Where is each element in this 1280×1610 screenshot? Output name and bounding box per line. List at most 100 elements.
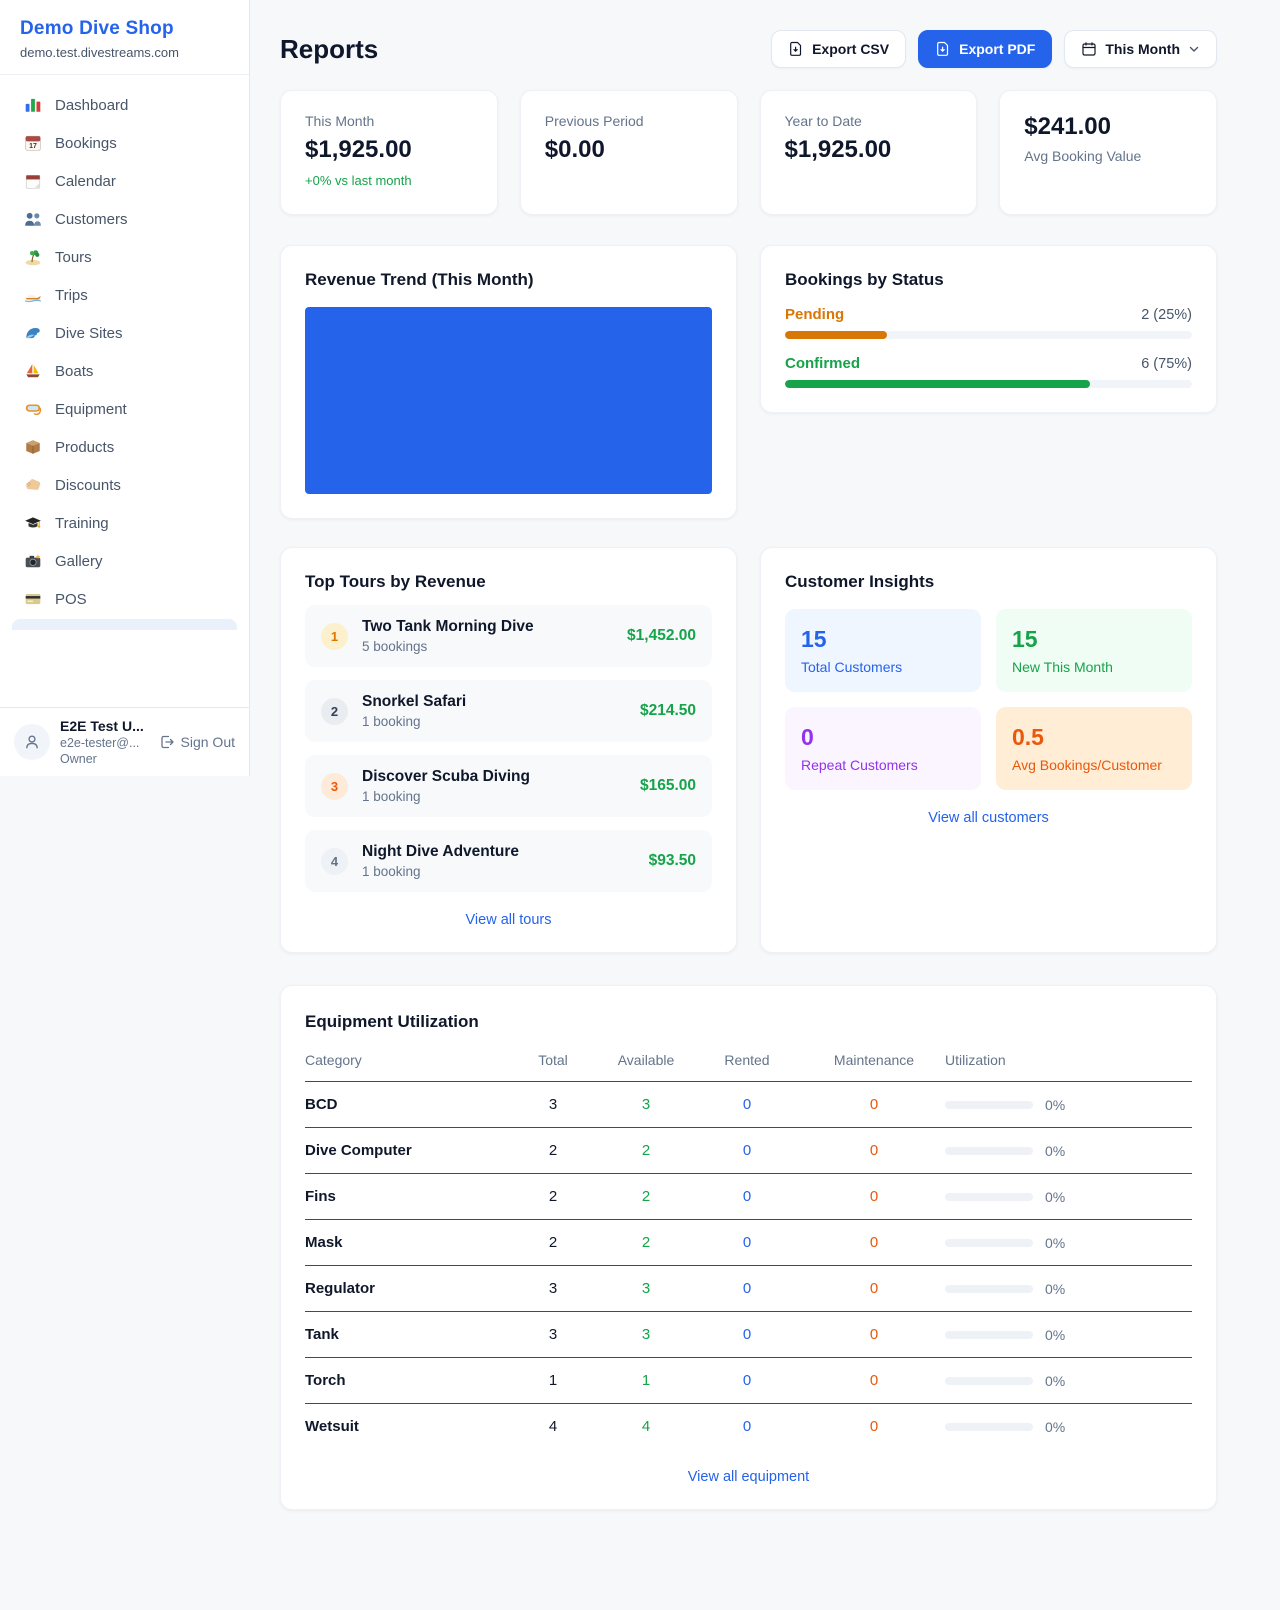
cell-maintenance: 0 xyxy=(869,1326,879,1343)
tour-info: Night Dive Adventure 1 booking xyxy=(362,843,635,879)
utilization-percent: 0% xyxy=(1045,1326,1066,1343)
sidebar-user-footer: E2E Test U... e2e-tester@... Owner Sign … xyxy=(0,707,249,776)
utilization-percent: 0% xyxy=(1045,1372,1066,1389)
cell-utilization: 0% xyxy=(945,1373,1192,1389)
table-row: Regulator 3 3 0 0 0% xyxy=(305,1266,1192,1312)
tile-value: 15 xyxy=(1012,626,1038,652)
sidebar-item-reports-partial[interactable] xyxy=(12,619,237,630)
sidebar-item-discounts[interactable]: Discounts xyxy=(12,467,237,503)
export-csv-label: Export CSV xyxy=(812,41,890,57)
header-actions: Export CSV Export PDF This Month xyxy=(771,30,1217,68)
calendar-icon xyxy=(24,172,42,190)
table-row: Mask 2 2 0 0 0% xyxy=(305,1220,1192,1266)
tile-label: Avg Bookings/Customer xyxy=(1012,757,1162,773)
cell-total: 2 xyxy=(548,1234,558,1251)
cell-available: 1 xyxy=(641,1372,651,1389)
cell-available: 3 xyxy=(641,1326,651,1343)
top-tours-card: Top Tours by Revenue 1 Two Tank Morning … xyxy=(280,547,737,953)
sidebar-item-bookings[interactable]: 17 Bookings xyxy=(12,125,237,161)
insights-row: Top Tours by Revenue 1 Two Tank Morning … xyxy=(280,547,1217,953)
sidebar-item-label: Bookings xyxy=(55,134,117,152)
sidebar-item-label: Dashboard xyxy=(55,96,129,114)
cell-available: 2 xyxy=(641,1234,651,1251)
sidebar-item-products[interactable]: Products xyxy=(12,429,237,465)
stat-value: $0.00 xyxy=(544,136,605,163)
sidebar-item-trips[interactable]: Trips xyxy=(12,277,237,313)
avatar xyxy=(14,724,50,760)
page-title: Reports xyxy=(280,33,379,64)
col-rented: Rented xyxy=(724,1052,770,1068)
cell-rented: 0 xyxy=(742,1326,752,1343)
tile-label: Repeat Customers xyxy=(801,757,918,773)
sidebar-item-training[interactable]: Training xyxy=(12,505,237,541)
cell-category: Torch xyxy=(305,1372,346,1389)
cell-utilization: 0% xyxy=(945,1235,1192,1251)
sidebar-item-gallery[interactable]: Gallery xyxy=(12,543,237,579)
utilization-percent: 0% xyxy=(1045,1234,1066,1251)
sidebar-item-dive-sites[interactable]: Dive Sites xyxy=(12,315,237,351)
page-header: Reports Export CSV Export PDF This Month xyxy=(280,30,1217,68)
sidebar-item-equipment[interactable]: Equipment xyxy=(12,391,237,427)
stat-value: $241.00 xyxy=(1024,113,1112,140)
cell-utilization: 0% xyxy=(945,1327,1192,1343)
utilization-percent: 0% xyxy=(1045,1418,1066,1435)
main-content: Reports Export CSV Export PDF This Month… xyxy=(250,0,1280,1510)
user-name: E2E Test U... xyxy=(60,718,144,734)
export-csv-button[interactable]: Export CSV xyxy=(771,30,907,68)
sidebar-item-tours[interactable]: Tours xyxy=(12,239,237,275)
sidebar-item-calendar[interactable]: Calendar xyxy=(12,163,237,199)
tour-name: Night Dive Adventure xyxy=(362,843,520,860)
sidebar-item-label: Gallery xyxy=(55,552,103,570)
sidebar-item-label: Calendar xyxy=(55,172,116,190)
tour-row: 3 Discover Scuba Diving 1 booking $165.0… xyxy=(305,755,712,817)
sign-out-button[interactable]: Sign Out xyxy=(159,734,235,750)
sidebar-item-label: Dive Sites xyxy=(55,324,123,342)
sidebar-item-dashboard[interactable]: Dashboard xyxy=(12,87,237,123)
utilization-percent: 0% xyxy=(1045,1280,1066,1297)
training-cap-icon xyxy=(24,514,42,532)
sidebar-item-customers[interactable]: Customers xyxy=(12,201,237,237)
export-pdf-button[interactable]: Export PDF xyxy=(918,30,1053,68)
col-category: Category xyxy=(305,1052,362,1068)
user-role: Owner xyxy=(60,752,97,766)
cell-total: 2 xyxy=(548,1188,558,1205)
cell-available: 2 xyxy=(641,1142,651,1159)
equipment-mask-icon xyxy=(24,400,42,418)
utilization-bar xyxy=(945,1146,1033,1155)
status-bar-pending xyxy=(785,331,1192,339)
rank-badge: 3 xyxy=(321,772,348,800)
cell-utilization: 0% xyxy=(945,1189,1192,1205)
tile-value: 0 xyxy=(801,724,814,750)
tour-bookings: 1 booking xyxy=(362,864,421,879)
cell-category: Regulator xyxy=(305,1280,376,1297)
utilization-bar xyxy=(945,1284,1033,1293)
tile-value: 15 xyxy=(801,626,827,652)
stat-card-year-to-date: Year to Date $1,925.00 xyxy=(759,90,978,215)
file-download-icon xyxy=(937,41,949,56)
cell-available: 4 xyxy=(641,1418,651,1435)
cell-available: 2 xyxy=(641,1188,651,1205)
stat-label: Previous Period xyxy=(544,113,644,129)
sign-out-label: Sign Out xyxy=(180,734,235,750)
table-row: Torch 1 1 0 0 0% xyxy=(305,1358,1192,1404)
tour-row: 2 Snorkel Safari 1 booking $214.50 xyxy=(305,680,712,742)
status-value-pending: 2 (25%) xyxy=(1141,307,1192,323)
status-label-confirmed: Confirmed xyxy=(785,355,860,372)
period-dropdown[interactable]: This Month xyxy=(1064,30,1217,68)
sidebar-item-boats[interactable]: Boats xyxy=(12,353,237,389)
view-all-equipment-link[interactable]: View all equipment xyxy=(687,1469,810,1485)
col-total: Total xyxy=(538,1052,568,1068)
view-all-tours-link[interactable]: View all tours xyxy=(465,912,552,928)
view-all-customers-link[interactable]: View all customers xyxy=(928,810,1049,826)
sidebar-item-label: Trips xyxy=(55,286,88,304)
cell-rented: 0 xyxy=(742,1096,752,1113)
cell-maintenance: 0 xyxy=(869,1142,879,1159)
cell-category: Fins xyxy=(305,1188,336,1205)
utilization-bar xyxy=(945,1330,1033,1339)
col-utilization: Utilization xyxy=(945,1052,1006,1068)
sidebar-item-pos[interactable]: POS xyxy=(12,581,237,617)
cell-utilization: 0% xyxy=(945,1281,1192,1297)
customer-insights-title: Customer Insights xyxy=(785,572,935,591)
brand-domain: demo.test.divestreams.com xyxy=(20,45,179,60)
tour-row: 4 Night Dive Adventure 1 booking $93.50 xyxy=(305,830,712,892)
